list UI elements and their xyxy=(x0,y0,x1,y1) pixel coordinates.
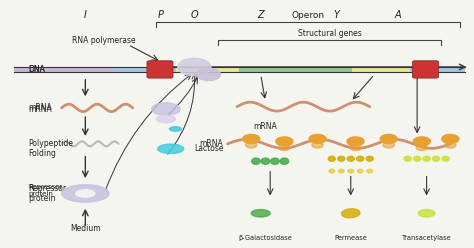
Text: Structural genes: Structural genes xyxy=(298,30,361,38)
Ellipse shape xyxy=(197,68,220,81)
Ellipse shape xyxy=(328,156,335,161)
Text: Z: Z xyxy=(257,10,264,20)
Ellipse shape xyxy=(413,156,421,161)
Text: O: O xyxy=(191,10,198,20)
Circle shape xyxy=(347,137,364,146)
Text: Y: Y xyxy=(334,10,339,20)
Text: DNA: DNA xyxy=(28,65,46,74)
Circle shape xyxy=(413,137,430,146)
Text: Repressor
protein: Repressor protein xyxy=(28,185,63,197)
Text: DNA: DNA xyxy=(28,65,46,74)
Ellipse shape xyxy=(356,156,364,161)
Ellipse shape xyxy=(271,158,279,164)
Ellipse shape xyxy=(338,169,344,173)
Ellipse shape xyxy=(251,210,270,217)
FancyBboxPatch shape xyxy=(113,67,176,72)
FancyBboxPatch shape xyxy=(352,67,410,72)
FancyBboxPatch shape xyxy=(176,67,239,72)
FancyBboxPatch shape xyxy=(410,67,465,72)
Text: β-Galactosidase: β-Galactosidase xyxy=(238,235,292,241)
Ellipse shape xyxy=(261,158,270,164)
Ellipse shape xyxy=(252,158,260,164)
Ellipse shape xyxy=(337,156,345,161)
Circle shape xyxy=(416,145,428,151)
Text: A: A xyxy=(395,10,401,20)
Circle shape xyxy=(383,142,394,148)
Ellipse shape xyxy=(329,169,335,173)
Ellipse shape xyxy=(404,156,411,161)
Circle shape xyxy=(442,134,459,143)
Ellipse shape xyxy=(367,169,373,173)
Text: Operon: Operon xyxy=(292,11,325,20)
FancyBboxPatch shape xyxy=(147,61,173,78)
Ellipse shape xyxy=(366,156,374,161)
Ellipse shape xyxy=(280,158,289,164)
Ellipse shape xyxy=(157,144,183,154)
Circle shape xyxy=(312,142,323,148)
Text: Permease: Permease xyxy=(334,235,367,241)
Ellipse shape xyxy=(347,156,354,161)
Circle shape xyxy=(445,142,456,148)
Ellipse shape xyxy=(442,156,449,161)
Text: Repressor
protein: Repressor protein xyxy=(28,184,66,203)
Text: I: I xyxy=(84,10,87,20)
Ellipse shape xyxy=(169,127,181,131)
Text: mRNA: mRNA xyxy=(28,103,52,112)
Text: P: P xyxy=(158,10,164,20)
Text: mRNA: mRNA xyxy=(199,139,223,148)
Ellipse shape xyxy=(348,169,354,173)
Ellipse shape xyxy=(342,209,360,218)
Circle shape xyxy=(276,137,293,146)
Circle shape xyxy=(380,134,397,143)
FancyBboxPatch shape xyxy=(239,67,352,72)
Text: mRNA: mRNA xyxy=(254,122,277,130)
Circle shape xyxy=(243,134,260,143)
Text: Medium: Medium xyxy=(70,224,100,233)
Ellipse shape xyxy=(62,185,109,202)
Ellipse shape xyxy=(152,103,180,115)
Ellipse shape xyxy=(423,156,430,161)
Text: Lactose: Lactose xyxy=(194,144,224,153)
Ellipse shape xyxy=(357,169,363,173)
FancyBboxPatch shape xyxy=(14,67,113,72)
FancyBboxPatch shape xyxy=(412,61,438,78)
Text: Polypeptide
Folding: Polypeptide Folding xyxy=(28,139,73,158)
Ellipse shape xyxy=(432,156,440,161)
Circle shape xyxy=(279,145,290,151)
Ellipse shape xyxy=(418,210,435,217)
Circle shape xyxy=(246,142,257,148)
Circle shape xyxy=(350,145,361,151)
Ellipse shape xyxy=(178,58,211,76)
Circle shape xyxy=(309,134,326,143)
Text: RNA polymerase: RNA polymerase xyxy=(73,36,136,45)
Text: Transacetylase: Transacetylase xyxy=(402,235,451,241)
Ellipse shape xyxy=(76,190,95,197)
Text: mRNA: mRNA xyxy=(28,105,52,114)
Ellipse shape xyxy=(156,115,175,123)
